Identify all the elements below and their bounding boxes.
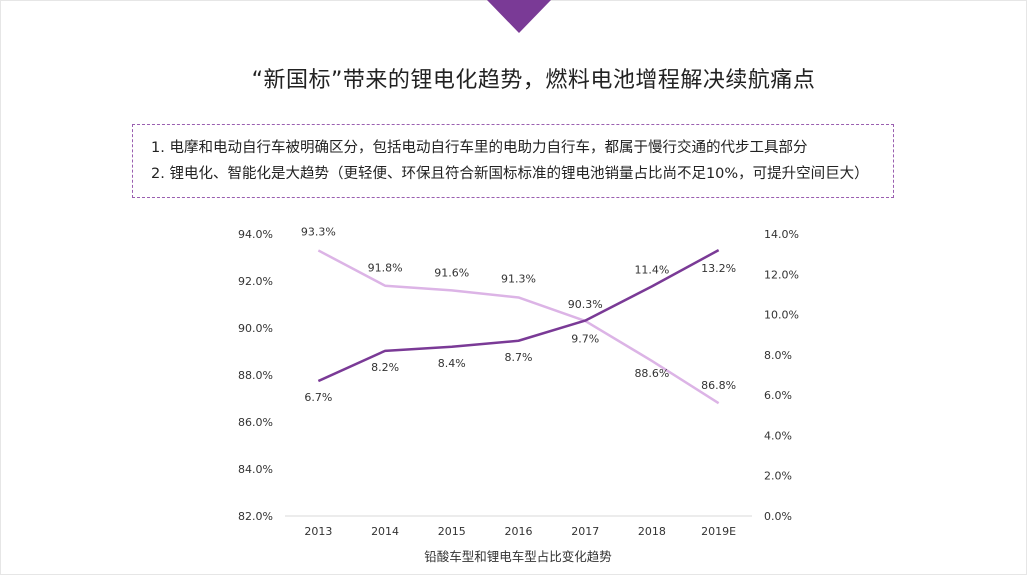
data-label-lead-acid: 88.6% [634,367,669,380]
x-tick-label: 2013 [304,525,332,538]
y-left-tick-label: 86.0% [238,416,273,429]
y-right-tick-label: 2.0% [764,470,792,483]
data-label-lead-acid: 91.8% [368,262,403,275]
y-left-tick-label: 82.0% [238,510,273,523]
data-label-lead-acid: 86.8% [701,379,736,392]
notes-box: 1. 电摩和电动自行车被明确区分，包括电动自行车里的电助力自行车，都属于慢行交通… [132,124,894,198]
y-right-tick-label: 10.0% [764,309,799,322]
data-label-lithium: 6.7% [304,391,332,404]
note-item-2: 2. 锂电化、智能化是大趋势（更轻便、环保且符合新国标标准的锂电池销量占比尚不足… [151,166,869,182]
data-label-lithium: 8.7% [505,351,533,364]
y-right-tick-label: 0.0% [764,510,792,523]
y-left-tick-label: 84.0% [238,463,273,476]
y-right-tick-label: 14.0% [764,228,799,241]
y-left-tick-label: 90.0% [238,322,273,335]
y-left-tick-label: 94.0% [238,228,273,241]
y-right-tick-label: 12.0% [764,268,799,281]
data-label-lead-acid: 93.3% [301,225,336,238]
x-tick-label: 2016 [505,525,533,538]
x-tick-label: 2017 [571,525,599,538]
data-label-lithium: 13.2% [701,262,736,275]
data-label-lithium: 11.4% [634,263,669,276]
series-line-lithium [317,249,720,383]
y-right-tick-label: 4.0% [764,429,792,442]
y-right-tick-label: 8.0% [764,349,792,362]
data-label-lithium: 9.7% [571,333,599,346]
note-item-1: 1. 电摩和电动自行车被明确区分，包括电动自行车里的电助力自行车，都属于慢行交通… [151,140,808,156]
series-line-lead-acid [317,249,720,405]
chart-title: 铅酸车型和锂电车型占比变化趋势 [424,549,612,564]
x-tick-label: 2018 [638,525,666,538]
y-left-tick-label: 88.0% [238,369,273,382]
top-triangle-decoration [487,0,551,33]
x-tick-label: 2015 [438,525,466,538]
x-tick-label: 2019E [701,525,736,538]
data-label-lead-acid: 90.3% [568,298,603,311]
y-right-tick-label: 6.0% [764,389,792,402]
x-tick-label: 2014 [371,525,399,538]
data-label-lithium: 8.2% [371,361,399,374]
data-label-lead-acid: 91.3% [501,272,536,285]
y-left-tick-label: 92.0% [238,275,273,288]
data-label-lithium: 8.4% [438,357,466,370]
slide-title: “新国标”带来的锂电化趋势，燃料电池增程解决续航痛点 [251,68,816,93]
data-label-lead-acid: 91.6% [434,266,469,279]
